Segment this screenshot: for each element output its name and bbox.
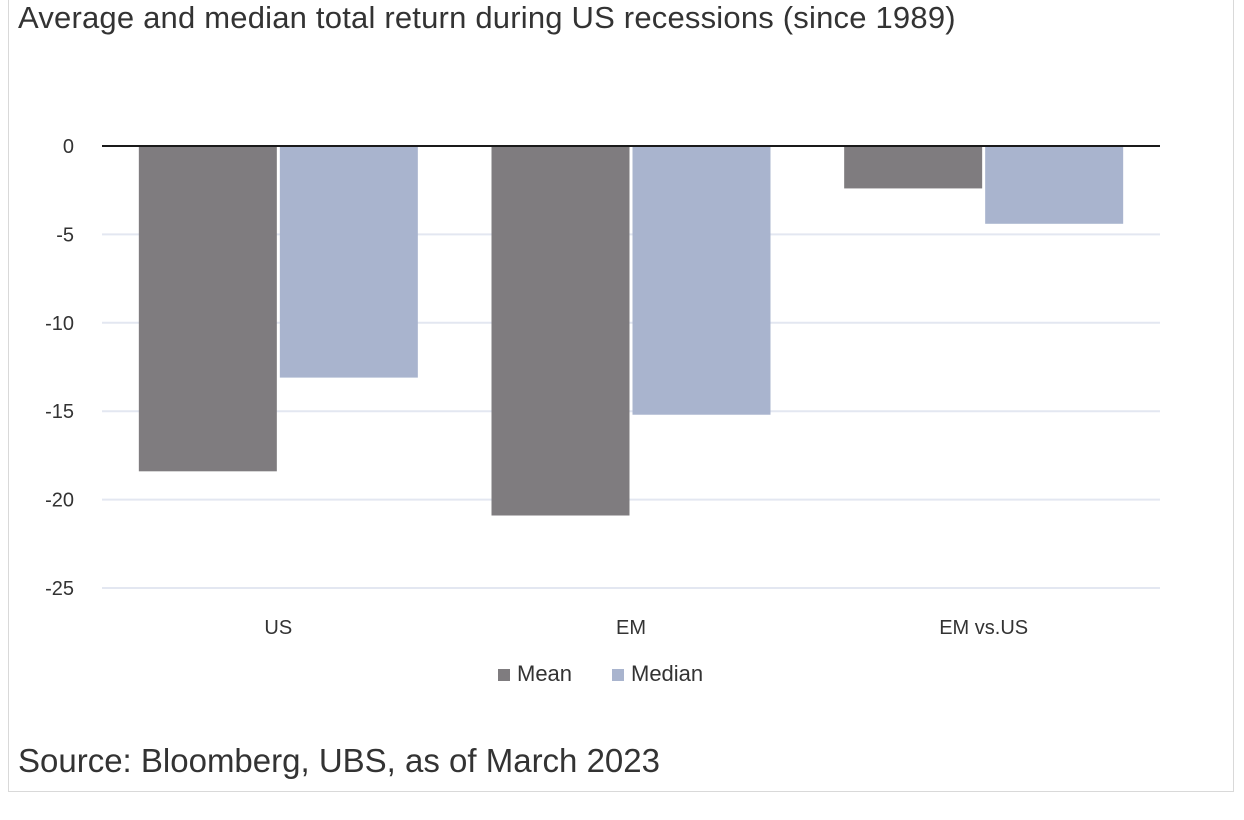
y-tick-label: -20 [45, 490, 74, 512]
legend-swatch-median [612, 669, 624, 681]
bar-mean [138, 146, 277, 472]
legend-label-mean: Mean [517, 661, 572, 686]
bar-mean [491, 146, 630, 516]
x-axis-categories: US EM EM vs.US [264, 617, 1028, 639]
y-tick-label: -5 [56, 224, 74, 246]
legend: Mean Median [498, 661, 703, 686]
chart-title: Average and median total return during U… [18, 0, 956, 35]
legend-label-median: Median [631, 661, 703, 686]
x-category-label: US [264, 617, 292, 639]
x-category-label: EM vs.US [939, 617, 1028, 639]
y-axis-ticks: 0 -5 -10 -15 -20 -25 [45, 136, 74, 600]
bar-median [632, 146, 771, 415]
y-tick-label: -25 [45, 578, 74, 600]
gridlines [102, 233, 1160, 589]
legend-swatch-mean [498, 669, 510, 681]
source-note: Source: Bloomberg, UBS, as of March 2023 [18, 742, 660, 779]
bars [138, 146, 1124, 516]
bar-median [279, 146, 418, 378]
y-tick-label: -10 [45, 313, 74, 335]
y-tick-label: -15 [45, 401, 74, 423]
y-tick-label: 0 [63, 136, 74, 158]
bar-mean [844, 146, 983, 189]
x-category-label: EM [616, 617, 646, 639]
bar-median [985, 146, 1124, 224]
